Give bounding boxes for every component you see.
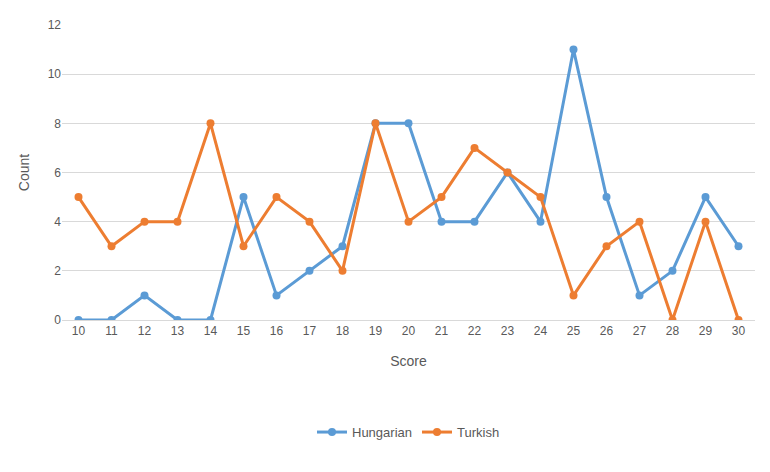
svg-text:21: 21 [435, 324, 449, 338]
svg-text:26: 26 [600, 324, 614, 338]
svg-text:23: 23 [501, 324, 515, 338]
svg-text:15: 15 [237, 324, 251, 338]
svg-text:18: 18 [336, 324, 350, 338]
svg-text:25: 25 [567, 324, 581, 338]
svg-text:19: 19 [369, 324, 383, 338]
svg-text:16: 16 [270, 324, 284, 338]
svg-text:10: 10 [72, 324, 86, 338]
svg-text:29: 29 [699, 324, 713, 338]
svg-text:0: 0 [54, 313, 61, 327]
svg-text:12: 12 [48, 18, 62, 32]
svg-text:13: 13 [171, 324, 185, 338]
svg-text:6: 6 [54, 166, 61, 180]
svg-text:12: 12 [138, 324, 152, 338]
svg-text:2: 2 [54, 264, 61, 278]
svg-text:Score: Score [390, 353, 427, 369]
svg-text:Hungarian: Hungarian [352, 425, 412, 440]
svg-text:27: 27 [633, 324, 647, 338]
svg-text:14: 14 [204, 324, 218, 338]
svg-text:Count: Count [16, 154, 32, 191]
svg-text:8: 8 [54, 117, 61, 131]
svg-text:30: 30 [732, 324, 746, 338]
svg-text:4: 4 [54, 215, 61, 229]
svg-text:11: 11 [105, 324, 118, 338]
svg-text:10: 10 [48, 67, 62, 81]
svg-text:20: 20 [402, 324, 416, 338]
svg-text:28: 28 [666, 324, 680, 338]
svg-text:22: 22 [468, 324, 482, 338]
svg-text:Turkish: Turkish [457, 425, 499, 440]
svg-text:24: 24 [534, 324, 548, 338]
svg-text:17: 17 [303, 324, 317, 338]
